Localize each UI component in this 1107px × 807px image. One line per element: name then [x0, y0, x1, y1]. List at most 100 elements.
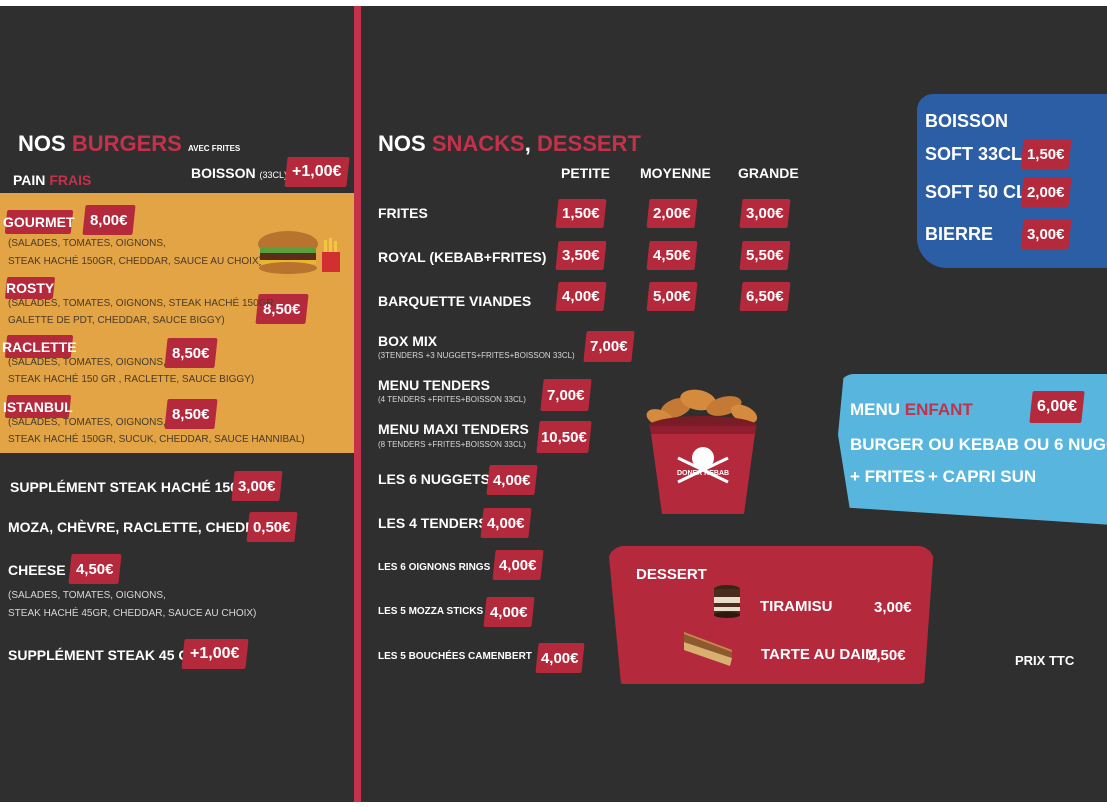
col-header-grande: GRANDE	[738, 165, 799, 181]
cheese-label: CHEESE	[8, 562, 66, 578]
boisson-soft50-label: SOFT 50 CL	[925, 182, 1028, 202]
menu-maxi-tenders-price: 10,50€	[536, 421, 592, 453]
pain-frais-label: PAIN FRAIS	[13, 173, 91, 187]
mozza-sticks-price: 4,00€	[483, 597, 535, 627]
box-mix-desc: (3TENDERS +3 NUGGETS+FRITES+BOISSON 33CL…	[378, 351, 575, 360]
extra-fromages-price: 0,50€	[246, 512, 298, 542]
dessert-title: DESSERT	[636, 566, 707, 583]
boisson-soft33-label: SOFT 33CL	[925, 144, 1023, 164]
boisson-soft50-price: 2,00€	[1020, 177, 1072, 207]
snack-name-frites: FRITES	[378, 205, 428, 221]
snack-name-barquette: BARQUETTE VIANDES	[378, 293, 532, 309]
barquette-price-grande: 6,50€	[739, 282, 791, 311]
snacks-title-nos: NOS	[378, 131, 426, 156]
burger-fries-image	[258, 231, 340, 274]
camembert-label: LES 5 BOUCHÉES CAMENBERT	[378, 651, 532, 662]
frites-price-petite: 1,50€	[555, 199, 607, 228]
menu-enfant-enfant: ENFANT	[904, 400, 973, 419]
snacks-title-dessert: DESSERT	[536, 131, 641, 156]
menu-enfant-price: 6,00€	[1029, 391, 1085, 423]
burger-desc2-raclette: STEAK HACHÉ 150 GR , RACLETTE, SAUCE BIG…	[8, 374, 255, 385]
tenders-price: 4,00€	[480, 508, 532, 538]
boisson-unit: (33CL)	[259, 170, 287, 180]
menu-enfant-line1: BURGER OU KEBAB OU 6 NUGGETS	[850, 435, 1107, 454]
burger-desc1-gourmet: (SALADES, TOMATES, OIGNONS,	[8, 238, 166, 249]
nuggets-label: LES 6 NUGGETS	[378, 471, 491, 487]
snacks-title-comma: ,	[524, 131, 531, 156]
royal-price-grande: 5,50€	[739, 241, 791, 270]
boisson-panel	[917, 94, 1107, 268]
burgers-title: NOS BURGERS AVEC FRITES	[18, 133, 240, 155]
onion-rings-price: 4,00€	[492, 550, 544, 580]
extra-steak-150-price: 3,00€	[231, 471, 283, 501]
extra-steak-45-price: +1,00€	[181, 639, 249, 669]
boisson-bierre-label: BIERRE	[925, 224, 994, 244]
royal-price-moyenne: 4,50€	[646, 241, 698, 270]
tenders-bucket-image: DONER KEBAB	[646, 389, 758, 514]
frites-price-moyenne: 2,00€	[646, 199, 698, 228]
tenders-label: LES 4 TENDERS	[378, 515, 488, 531]
barquette-price-petite: 4,00€	[555, 282, 607, 311]
snacks-title: NOS SNACKS, DESSERT	[378, 133, 641, 155]
snacks-title-snacks: SNACKS	[431, 131, 525, 156]
cheese-price: 4,50€	[68, 554, 122, 584]
barquette-price-moyenne: 5,00€	[646, 282, 698, 311]
extra-steak-45-label: SUPPLÉMENT STEAK 45 GR	[8, 647, 200, 663]
dessert-tarte-price: 2,50€	[868, 647, 906, 664]
burger-desc1-istanbul: (SALADES, TOMATES, OIGNONS,	[8, 417, 166, 428]
burger-desc1-raclette: (SALADES, TOMATES, OIGNONS,	[8, 357, 166, 368]
mozza-sticks-label: LES 5 MOZZA STICKS	[378, 606, 484, 617]
col-header-moyenne: MOYENNE	[640, 165, 711, 181]
tarte-image	[684, 632, 732, 666]
col-header-petite: PETITE	[561, 165, 611, 181]
menu-enfant-frites: + FRITES	[850, 467, 926, 486]
menu-tenders-price: 7,00€	[540, 379, 592, 411]
menu-tenders-desc: (4 TENDERS +FRITES+BOISSON 33CL)	[378, 395, 526, 404]
menu-tenders-label: MENU TENDERS	[378, 377, 491, 393]
boisson-supplement-price: +1,00€	[284, 157, 350, 187]
royal-price-petite: 3,50€	[555, 241, 607, 270]
burgers-title-avec-frites: AVEC FRITES	[187, 144, 241, 153]
pain-label: PAIN	[13, 172, 46, 188]
menu-maxi-tenders-desc: (8 TENDERS +FRITES+BOISSON 33CL)	[378, 440, 526, 449]
box-mix-label: BOX MIX	[378, 333, 438, 349]
burgers-title-nos: NOS	[18, 131, 66, 156]
bucket-label: DONER KEBAB	[677, 470, 729, 477]
burger-price-raclette: 8,50€	[164, 338, 218, 368]
burger-desc1-rosty: (SALADES, TOMATES, OIGNONS, STEAK HACHÉ …	[8, 298, 277, 309]
menu-maxi-tenders-label: MENU MAXI TENDERS	[378, 421, 529, 437]
column-divider	[354, 6, 361, 802]
dessert-tarte-label: TARTE AU DAIM	[761, 646, 878, 663]
burger-name-raclette: RACLETTE	[2, 335, 76, 358]
dessert-panel	[608, 546, 934, 684]
box-mix-price: 7,00€	[583, 331, 635, 362]
onion-rings-label: LES 6 OIGNONS RINGS	[378, 562, 491, 573]
burgers-title-burgers: BURGERS	[71, 131, 182, 156]
boisson-soft33-price: 1,50€	[1020, 139, 1072, 169]
burger-desc2-rosty: GALETTE DE PDT, CHEDDAR, SAUCE BIGGY)	[8, 315, 225, 326]
boisson-title: BOISSON	[925, 111, 1009, 131]
dessert-tiramisu-label: TIRAMISU	[760, 598, 833, 615]
snack-name-royal: ROYAL (KEBAB+FRITES)	[378, 249, 547, 265]
burger-name-gourmet: GOURMET	[3, 210, 75, 234]
cheese-desc2: STEAK HACHÉ 45GR, CHEDDAR, SAUCE AU CHOI…	[8, 608, 257, 619]
burger-price-gourmet: 8,00€	[82, 205, 136, 235]
boisson-supplement-label: BOISSON (33CL)	[191, 166, 287, 180]
extra-steak-150-label: SUPPLÉMENT STEAK HACHÉ 150GR	[10, 479, 259, 495]
burger-desc2-istanbul: STEAK HACHÉ 150GR, SUCUK, CHEDDAR, SAUCE…	[8, 434, 305, 445]
cheese-desc1: (SALADES, TOMATES, OIGNONS,	[8, 590, 166, 601]
menu-enfant-title: MENU ENFANT	[850, 401, 973, 418]
frais-label: FRAIS	[49, 172, 92, 188]
dessert-tiramisu-price: 3,00€	[874, 599, 912, 616]
menu-board: NOS BURGERS AVEC FRITES PAIN FRAIS BOISS…	[0, 6, 1107, 802]
camembert-price: 4,00€	[535, 643, 585, 673]
tiramisu-image	[714, 585, 740, 618]
prix-ttc-label: PRIX TTC	[1015, 653, 1075, 668]
burger-price-istanbul: 8,50€	[164, 399, 218, 429]
menu-enfant-menu: MENU	[850, 400, 901, 419]
menu-enfant-capri-sun: + CAPRI SUN	[928, 467, 1037, 486]
burger-name-rosty: ROSTY	[4, 277, 56, 299]
burger-name-istanbul: ISTANBUL	[3, 395, 73, 418]
frites-price-grande: 3,00€	[739, 199, 791, 228]
boisson-label: BOISSON	[191, 165, 256, 181]
